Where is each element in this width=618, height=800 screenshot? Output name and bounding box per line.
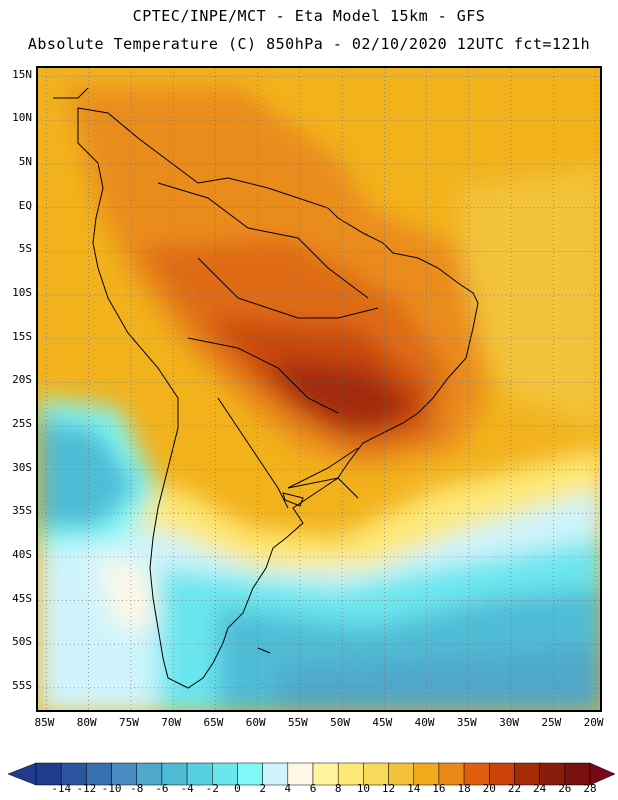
coastlines bbox=[53, 87, 479, 689]
latitude-label: 5N bbox=[18, 155, 32, 169]
colorbar-tick-label: 8 bbox=[334, 782, 342, 795]
latitude-label: 50S bbox=[12, 635, 32, 649]
latitude-label: 25S bbox=[12, 416, 32, 430]
colorbar-under-arrow bbox=[7, 762, 37, 786]
longitude-label: 80W bbox=[76, 716, 97, 729]
latitude-label: 10N bbox=[12, 111, 32, 125]
chart-title-line1: CPTEC/INPE/MCT - Eta Model 15km - GFS bbox=[132, 7, 486, 25]
longitude-label: 60W bbox=[245, 716, 266, 729]
colorbar-tick-label: 10 bbox=[356, 782, 370, 795]
colorbar-tick-label: 4 bbox=[284, 782, 292, 795]
colorbar-tick-label: 24 bbox=[533, 782, 547, 795]
longitude-label: 75W bbox=[118, 716, 139, 729]
latitude-label: 20S bbox=[12, 373, 32, 387]
longitude-label: 45W bbox=[372, 716, 393, 729]
colorbar-tick-label: 22 bbox=[507, 782, 522, 795]
latitude-label: 40S bbox=[12, 547, 32, 561]
colorbar-tick-label: -8 bbox=[130, 782, 144, 795]
colorbar-tick-label: 14 bbox=[407, 782, 421, 795]
colorbar-tick-label: 18 bbox=[457, 782, 471, 795]
latitude-label: 15N bbox=[12, 67, 32, 81]
border-line-north bbox=[157, 182, 369, 299]
latitude-label: 5S bbox=[18, 242, 32, 256]
latitude-label: 15S bbox=[12, 329, 32, 343]
colorbar-tick-label: -6 bbox=[155, 782, 169, 795]
latitude-label: 30S bbox=[12, 460, 32, 474]
border-line-argentina bbox=[217, 397, 289, 509]
rio-de-la-plata bbox=[282, 492, 304, 507]
border-line-paraguay bbox=[287, 447, 359, 489]
longitude-label: 65W bbox=[203, 716, 224, 729]
longitude-label: 85W bbox=[34, 716, 55, 729]
colorbar-tick-label: 6 bbox=[309, 782, 317, 795]
border-line-bolivia bbox=[187, 337, 339, 414]
colorbar-tick-label: 0 bbox=[234, 782, 241, 795]
longitude-label: 35W bbox=[456, 716, 477, 729]
latitude-label: 55S bbox=[12, 678, 32, 692]
longitude-label: 40W bbox=[414, 716, 435, 729]
colorbar-tick-label: -14 bbox=[51, 782, 72, 795]
chart-title-line2: Absolute Temperature (C) 850hPa - 02/10/… bbox=[27, 35, 591, 53]
longitude-label: 30W bbox=[499, 716, 519, 729]
falklands bbox=[257, 647, 271, 654]
field-chile-8 bbox=[98, 558, 158, 628]
border-line-amazon bbox=[197, 257, 379, 319]
latitude-label: 10S bbox=[12, 285, 32, 299]
colorbar bbox=[7, 762, 616, 786]
south-america-outline bbox=[77, 107, 479, 689]
latitude-label: 45S bbox=[12, 591, 32, 605]
longitude-label: 25W bbox=[541, 716, 562, 729]
temperature-field-map bbox=[38, 68, 600, 710]
field-atlantic-16 bbox=[458, 168, 600, 427]
field-hot-26 bbox=[268, 358, 418, 433]
map-plot-area bbox=[36, 66, 602, 712]
field-pacific-colder bbox=[38, 418, 138, 528]
colorbar-tick-label: -10 bbox=[101, 782, 122, 795]
colorbar-over-arrow bbox=[589, 762, 616, 786]
central-america-coast bbox=[53, 87, 89, 99]
border-line-uruguay bbox=[287, 477, 359, 499]
longitude-label: 70W bbox=[161, 716, 182, 729]
colorbar-tick-label: 20 bbox=[482, 782, 496, 795]
colorbar-tick-label: -4 bbox=[180, 782, 194, 795]
longitude-label: 55W bbox=[287, 716, 308, 729]
colorbar-tick-label: 2 bbox=[259, 782, 266, 795]
colorbar-tick-label: 16 bbox=[432, 782, 446, 795]
colorbar-tick-label: -12 bbox=[76, 782, 97, 795]
colorbar-tick-label: 12 bbox=[381, 782, 396, 795]
colorbar-tick-label: 26 bbox=[558, 782, 572, 795]
latitude-label: 35S bbox=[12, 504, 32, 518]
field-south-minus2 bbox=[278, 648, 600, 710]
colorbar-tick-label: 28 bbox=[583, 782, 597, 795]
colorbar-tick-label: -2 bbox=[205, 782, 219, 795]
latitude-label: EQ bbox=[18, 198, 32, 212]
longitude-label: 50W bbox=[330, 716, 351, 729]
longitude-label: 20W bbox=[583, 716, 604, 729]
